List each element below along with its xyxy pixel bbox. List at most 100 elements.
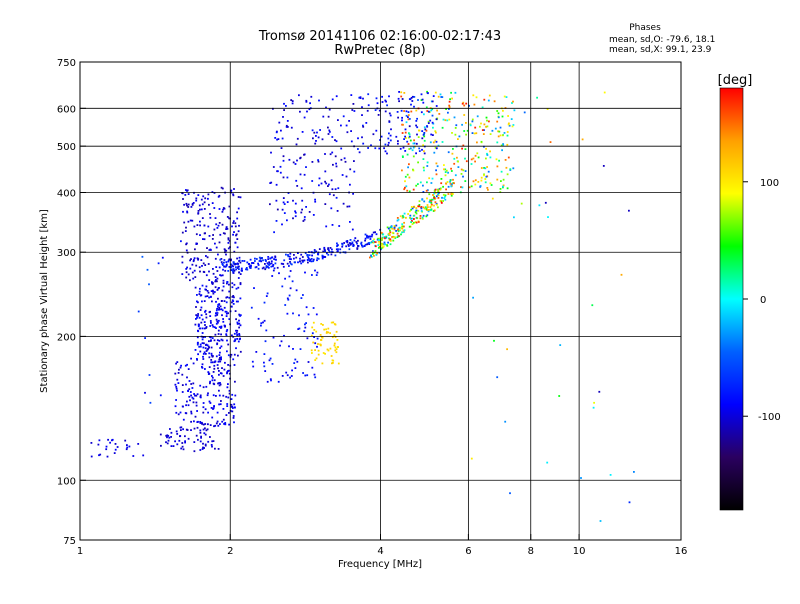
echo-point xyxy=(218,394,221,397)
echo-point xyxy=(199,224,201,227)
echo-point xyxy=(212,292,215,295)
echo-point xyxy=(435,195,438,198)
echo-point xyxy=(485,157,487,160)
echo-point xyxy=(212,394,215,397)
echo-point xyxy=(389,231,392,234)
echo-point xyxy=(428,193,431,196)
echo-point xyxy=(206,394,209,397)
echo-point xyxy=(422,166,425,169)
echo-point xyxy=(211,324,214,326)
echo-point xyxy=(180,429,182,431)
echo-point xyxy=(232,271,235,274)
echo-point xyxy=(235,300,238,303)
echo-point xyxy=(362,125,365,128)
echo-point xyxy=(285,253,287,256)
echo-point xyxy=(186,204,188,207)
echo-point xyxy=(227,247,230,250)
echo-point xyxy=(213,207,216,209)
echo-point xyxy=(213,405,215,407)
echo-point xyxy=(269,182,272,184)
echo-point xyxy=(370,235,373,238)
echo-point xyxy=(235,287,238,290)
echo-point xyxy=(279,165,282,168)
echo-point xyxy=(305,166,307,168)
echo-point xyxy=(416,133,418,136)
echo-point xyxy=(188,380,191,382)
echo-point xyxy=(250,306,253,309)
echo-point xyxy=(211,379,214,382)
echo-point xyxy=(431,198,433,201)
echo-point xyxy=(405,216,407,219)
echo-point xyxy=(496,376,499,379)
echo-point xyxy=(324,352,326,355)
echo-point xyxy=(208,336,211,338)
echo-point xyxy=(263,319,266,322)
echo-point xyxy=(513,216,515,219)
echo-point xyxy=(217,319,220,322)
echo-point xyxy=(470,185,473,188)
echo-point xyxy=(187,273,190,276)
echo-point xyxy=(484,167,487,170)
echo-point xyxy=(325,106,327,109)
echo-point xyxy=(405,185,408,188)
echo-point xyxy=(239,324,242,327)
echo-point xyxy=(381,95,383,98)
echo-point xyxy=(238,271,241,274)
echo-point xyxy=(137,443,140,445)
echo-point xyxy=(348,248,351,251)
echo-point xyxy=(211,337,214,339)
echo-point xyxy=(207,263,210,265)
echo-point xyxy=(444,194,447,197)
echo-point xyxy=(370,256,373,258)
echo-point xyxy=(444,174,447,177)
echo-point xyxy=(414,211,417,214)
echo-point xyxy=(410,206,413,208)
echo-point xyxy=(383,147,385,150)
echo-point xyxy=(462,169,465,172)
echo-point xyxy=(434,130,437,133)
echo-point xyxy=(202,428,205,431)
echo-point xyxy=(315,330,318,333)
echo-point xyxy=(285,124,288,127)
echo-point xyxy=(186,376,188,379)
echo-point xyxy=(382,233,385,236)
echo-point xyxy=(202,336,205,339)
echo-point xyxy=(330,355,333,357)
echo-point xyxy=(317,160,320,163)
echo-point xyxy=(496,165,499,168)
echo-point xyxy=(269,257,272,260)
echo-point xyxy=(407,166,409,169)
echo-point xyxy=(283,102,285,105)
echo-point xyxy=(439,93,442,96)
echo-point xyxy=(196,300,198,303)
echo-point xyxy=(234,310,237,312)
echo-point xyxy=(215,312,217,315)
echo-point xyxy=(196,315,199,317)
echo-point xyxy=(231,264,234,267)
echo-point xyxy=(375,233,378,236)
echo-point xyxy=(448,118,451,121)
echo-point xyxy=(433,197,435,199)
echo-point xyxy=(276,138,278,141)
echo-point xyxy=(198,293,201,295)
echo-point xyxy=(226,405,229,407)
echo-point xyxy=(234,241,237,244)
echo-point xyxy=(488,94,491,97)
echo-point xyxy=(421,98,424,101)
echo-point xyxy=(300,187,303,190)
echo-point xyxy=(318,184,320,187)
echo-point xyxy=(289,270,292,272)
echo-point xyxy=(219,305,222,308)
echo-point xyxy=(434,139,437,142)
x-tick-label: 10 xyxy=(573,546,586,557)
echo-point xyxy=(272,265,274,268)
echo-point xyxy=(266,380,269,383)
echo-point xyxy=(233,403,236,406)
echo-point xyxy=(462,175,464,178)
echo-point xyxy=(397,97,400,100)
echo-point xyxy=(219,383,222,386)
echo-point xyxy=(313,373,316,376)
echo-point xyxy=(350,243,352,245)
echo-point xyxy=(232,222,235,224)
